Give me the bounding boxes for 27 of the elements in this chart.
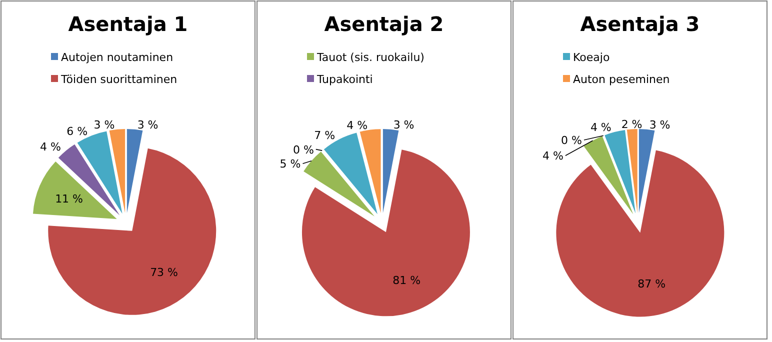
data-label: 3 % (393, 118, 414, 132)
data-label: 4 % (346, 118, 368, 132)
data-label: 3 % (649, 118, 670, 132)
data-label: 73 % (150, 266, 178, 280)
data-label: 11 % (55, 192, 83, 206)
data-label: 87 % (638, 278, 666, 291)
text: 0 % (561, 134, 582, 148)
legend-label: Auton peseminen (573, 73, 670, 86)
data-label: 81 % (392, 274, 421, 287)
legend-label: Tupakointi (316, 73, 373, 86)
legend-label: Koeajo (573, 51, 610, 64)
text: 0 % (292, 143, 314, 156)
chart-title: Asentaja 1 (68, 12, 188, 36)
chart-title: Asentaja 3 (580, 12, 700, 36)
data-label: 4 % (40, 140, 61, 154)
chart-title: Asentaja 2 (324, 12, 444, 36)
data-label: 4 % (590, 121, 612, 134)
legend-label: Töiden suorittaminen (60, 73, 178, 86)
data-label: 2 % (621, 118, 642, 132)
data-label: 5 % (280, 158, 301, 171)
data-label: 6 % (66, 124, 88, 138)
data-label: 4 % (542, 150, 564, 163)
legend-label: Autojen noutaminen (61, 51, 174, 64)
data-label: 3 % (137, 118, 158, 132)
data-label: 7 % (314, 128, 336, 142)
legend-label: Tauot (sis. ruokailu) (316, 51, 424, 64)
data-label: 3 % (94, 118, 115, 132)
